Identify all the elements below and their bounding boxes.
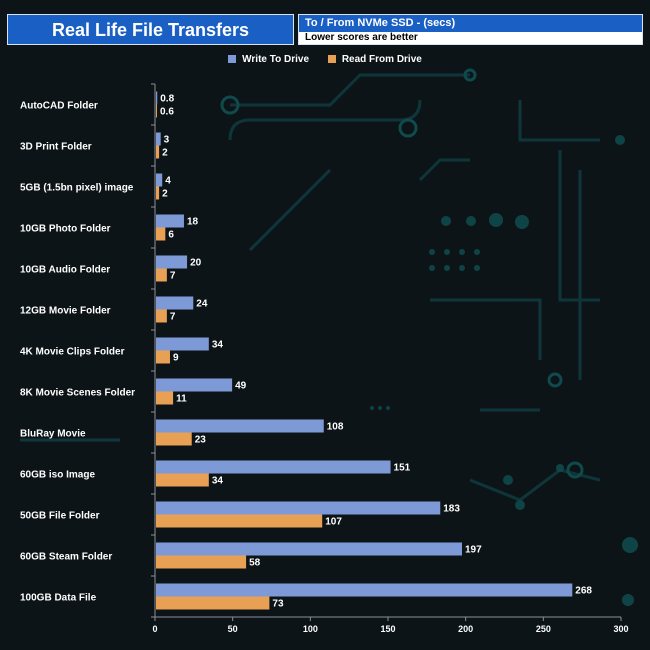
data-label-write: 197	[465, 545, 482, 556]
legend-label-read: Read From Drive	[341, 54, 422, 65]
data-label-read: 0.6	[160, 107, 174, 118]
category-label: 5GB (1.5bn pixel) image	[20, 183, 134, 194]
bar-write	[156, 460, 391, 474]
bar-read	[156, 309, 167, 323]
legend-item-write: Write To Drive	[228, 54, 309, 65]
category-label: 100GB Data File	[20, 593, 97, 604]
x-tick-label: 100	[303, 624, 318, 634]
bar-write	[156, 296, 194, 310]
data-label-write: 34	[212, 340, 224, 351]
legend: Write To Drive Read From Drive	[0, 54, 650, 65]
data-label-read: 7	[170, 271, 176, 282]
bar-read	[156, 391, 174, 405]
x-tick-label: 150	[380, 624, 395, 634]
data-label-write: 108	[327, 422, 344, 433]
bar-read	[156, 596, 270, 610]
data-label-read: 34	[212, 476, 224, 487]
category-label: 10GB Audio Folder	[20, 265, 110, 276]
bar-write	[156, 337, 209, 351]
bar-read	[156, 514, 323, 528]
category-label: 10GB Photo Folder	[20, 224, 111, 235]
legend-label-write: Write To Drive	[242, 54, 310, 65]
bar-read	[156, 186, 160, 200]
data-label-write: 24	[196, 299, 208, 310]
data-label-read: 11	[176, 394, 187, 405]
x-tick-label: 250	[536, 624, 551, 634]
data-label-write: 183	[443, 504, 460, 515]
bar-write	[156, 132, 161, 146]
bar-write	[156, 214, 184, 228]
bar-read	[156, 104, 157, 118]
x-tick-label: 300	[613, 624, 628, 634]
bar-write	[156, 91, 158, 105]
data-label-write: 268	[575, 586, 592, 597]
category-label: AutoCAD Folder	[20, 101, 98, 112]
bar-write	[156, 255, 188, 269]
chart-subtitle: To / From NVMe SSD - (secs)	[299, 15, 642, 32]
data-label-read: 7	[170, 312, 176, 323]
category-label: 3D Print Folder	[20, 142, 92, 153]
data-label-write: 151	[394, 463, 411, 474]
data-label-write: 18	[187, 217, 199, 228]
legend-swatch-read	[327, 55, 336, 63]
bar-write	[156, 419, 324, 433]
chart-title: Real Life File Transfers	[7, 14, 294, 45]
data-label-read: 23	[195, 435, 207, 446]
category-label: 50GB File Folder	[20, 511, 100, 522]
data-label-read: 2	[162, 148, 168, 159]
data-label-write: 49	[235, 381, 247, 392]
data-label-read: 58	[249, 558, 261, 569]
data-label-write: 3	[164, 135, 170, 146]
data-label-read: 6	[168, 230, 174, 241]
bar-write	[156, 542, 463, 556]
category-label: 4K Movie Clips Folder	[20, 347, 125, 358]
bar-write	[156, 501, 441, 515]
bar-read	[156, 145, 160, 159]
legend-item-read: Read From Drive	[327, 54, 422, 65]
category-label: 12GB Movie Folder	[20, 306, 111, 317]
x-tick-label: 200	[458, 624, 473, 634]
legend-swatch-write	[228, 55, 237, 63]
bar-read	[156, 227, 166, 241]
data-label-read: 107	[325, 517, 342, 528]
bar-write	[156, 583, 573, 597]
category-label: BluRay Movie	[20, 429, 86, 440]
subtitle-box: To / From NVMe SSD - (secs) Lower scores…	[298, 14, 643, 45]
bar-read	[156, 268, 167, 282]
x-tick-label: 50	[228, 624, 238, 634]
chart-note: Lower scores are better	[299, 32, 642, 44]
x-tick-label: 0	[152, 624, 157, 634]
data-label-read: 73	[272, 599, 284, 610]
bar-read	[156, 350, 170, 364]
data-label-write: 20	[190, 258, 202, 269]
category-label: 60GB iso Image	[20, 470, 95, 481]
bar-write	[156, 173, 163, 187]
bar-read	[156, 432, 192, 446]
bar-write	[156, 378, 233, 392]
data-label-read: 2	[162, 189, 168, 200]
category-label: 60GB Steam Folder	[20, 552, 112, 563]
bar-read	[156, 555, 247, 569]
bar-read	[156, 473, 209, 487]
data-label-write: 0.8	[160, 94, 174, 105]
category-label: 8K Movie Scenes Folder	[20, 388, 135, 399]
data-label-write: 4	[165, 176, 171, 187]
data-label-read: 9	[173, 353, 179, 364]
